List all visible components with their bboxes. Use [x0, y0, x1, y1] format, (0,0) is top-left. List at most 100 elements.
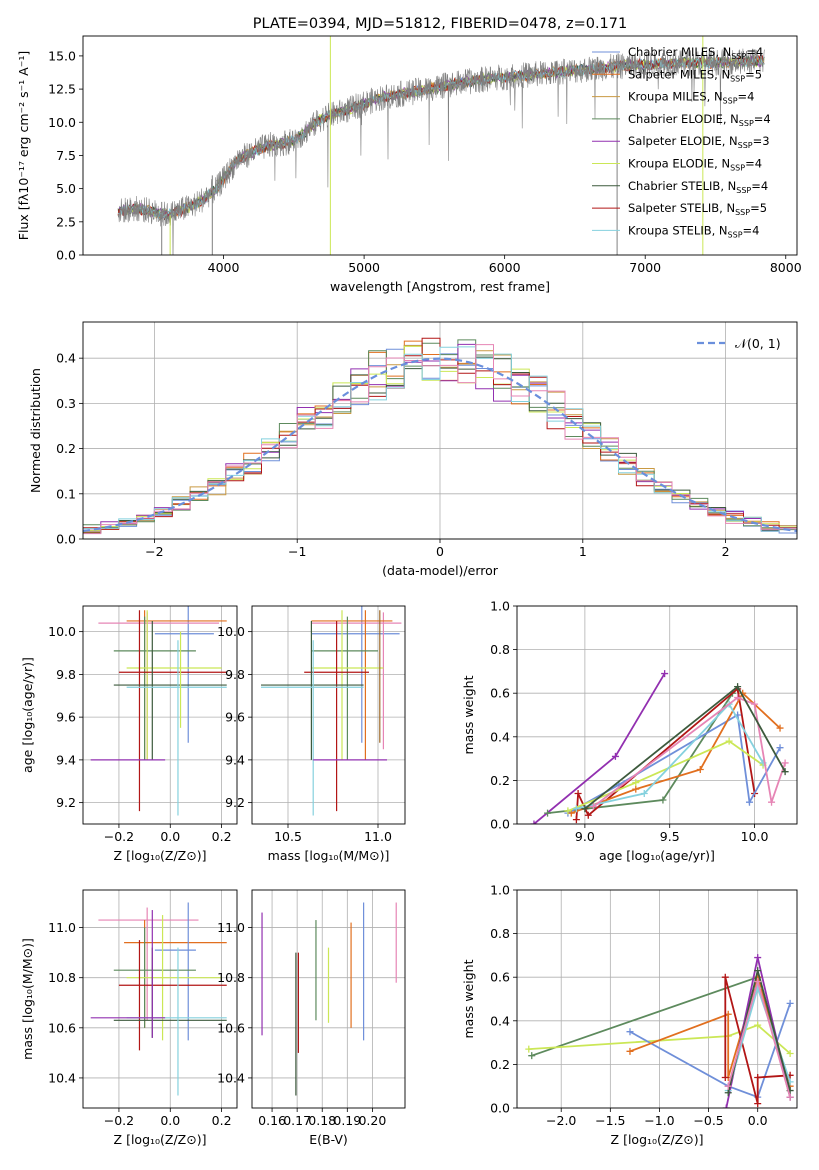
x-tick-label: 0.18: [308, 1113, 336, 1128]
x-tick-label: −1.5: [595, 1113, 625, 1128]
y-tick-label: 0.4: [56, 351, 76, 366]
y-tick-label: 0.1: [56, 486, 76, 501]
y-axis-label: mass [log₁₀(M/M⊙)]: [20, 938, 35, 1060]
y-tick-label: 10.8: [48, 970, 76, 985]
mass-z-plot-area: [90, 902, 227, 1096]
y-tick-label: 0.8: [490, 642, 510, 657]
weight-line-5: [567, 740, 764, 812]
chart-age-z: −0.2 0.0 0.2 9.2 9.4 9.6 9.8 10.0 Z [log₁₀(Z/Z⊙)…: [20, 605, 238, 863]
chart-age-mass: 10.5 11.0 9.2 9.4 9.6 9.8 10.0 mass [log₁₀(M/M⊙…: [217, 605, 406, 863]
chart-mass-z: −0.2 0.0 0.2 10.4 10.6 10.8 11.0 Z [log₁₀(Z/Z⊙)…: [20, 889, 238, 1147]
weight-point-7-3: [768, 798, 776, 806]
y-tick-label: 9.6: [56, 710, 76, 725]
weight-point-4-2: [754, 1100, 762, 1108]
weight-point-1-3: [786, 1050, 794, 1057]
x-tick-label: 10.0: [741, 829, 769, 844]
x-tick-label: 8000: [770, 260, 802, 275]
weight-point-2-1: [574, 789, 582, 797]
weight-point-6-1: [640, 789, 648, 797]
y-tick-label: 10.4: [217, 1070, 245, 1085]
y-axis-label: mass weight: [461, 675, 476, 754]
axes-frame: [516, 605, 798, 825]
y-tick-label: 0.3: [56, 396, 76, 411]
y-tick-label: 0.0: [56, 248, 76, 263]
weight-point-4-1: [721, 973, 729, 981]
weight-point-4-3: [754, 1073, 762, 1081]
x-tick-label: 2: [722, 544, 730, 559]
weight-point-8-0: [724, 1082, 732, 1090]
x-tick-label: 0.16: [258, 1113, 286, 1128]
axes-frame: [82, 605, 238, 825]
weight-point-1-1: [659, 796, 667, 804]
y-tick-label: 9.2: [225, 795, 245, 810]
residuals-plot-area: [83, 337, 797, 535]
y-axis-label: mass weight: [461, 959, 476, 1038]
y-axis-label: Normed distribution: [28, 368, 43, 493]
y-tick-label: 9.2: [56, 795, 76, 810]
weight-point-2-0: [572, 816, 580, 824]
weight-point-5-2: [725, 737, 733, 745]
y-tick-label: 11.0: [217, 920, 245, 935]
spectrum-plot-area: [117, 36, 765, 255]
weight-age-plot-area: [530, 670, 789, 824]
x-tick-label: −2.0: [546, 1113, 576, 1128]
y-axis-label: age [log₁₀(age/yr)]: [20, 657, 35, 773]
legend-entry-2: Kroupa MILES, NSSP=4: [628, 90, 754, 106]
x-tick-label: 11.0: [364, 829, 392, 844]
x-tick-label: 10.5: [274, 829, 302, 844]
weight-point-4-4: [776, 724, 784, 732]
y-tick-label: 5.0: [56, 181, 76, 196]
x-tick-label: 0.2: [212, 1113, 232, 1128]
y-tick-label: 9.8: [56, 667, 76, 682]
weight-point-4-1: [632, 785, 640, 793]
y-tick-label: 10.8: [217, 970, 245, 985]
weight-point-7-0: [724, 1089, 732, 1097]
weight-point-4-0: [721, 1073, 729, 1081]
y-tick-label: 0.2: [56, 441, 76, 456]
y-tick-label: 9.6: [225, 710, 245, 725]
weight-point-3-0: [626, 1047, 634, 1055]
x-axis-label: Z [log₁₀(Z/Z⊙)]: [114, 1132, 207, 1147]
y-tick-label: 12.5: [48, 82, 76, 97]
y-tick-label: 0.6: [490, 970, 510, 985]
chart-weight-age: 9.0 9.5 10.0 0.0 0.2 0.4 0.6 0.8 1.0 age [log₁₀(a…: [461, 599, 798, 863]
x-axis-label: (data-model)/error: [382, 563, 499, 578]
x-tick-label: 0.20: [358, 1113, 386, 1128]
age-mass-plot-area: [261, 606, 402, 816]
weight-point-3-3: [745, 798, 753, 806]
x-axis-label: mass [log₁₀(M/M⊙)]: [268, 848, 390, 863]
mass-ebv-plot-area: [261, 902, 397, 1096]
weight-point-5-0: [722, 1104, 730, 1108]
y-tick-label: 0.0: [490, 817, 510, 832]
y-tick-label: 0.4: [490, 729, 510, 744]
chart-mass-ebv: 0.160.170.180.190.20 10.4 10.6 10.8 11.0 E(B-…: [217, 889, 406, 1147]
weight-point-0-2: [661, 670, 669, 678]
weight-point-0-0: [530, 820, 538, 824]
x-tick-label: 5000: [348, 260, 380, 275]
x-axis-label: wavelength [Angstrom, rest frame]: [330, 279, 550, 294]
x-tick-label: 7000: [629, 260, 661, 275]
legend-entry-6: Chabrier STELIB, NSSP=4: [628, 179, 768, 195]
weight-point-2-2: [584, 811, 592, 819]
x-tick-label: −1.0: [644, 1113, 674, 1128]
y-tick-label: 0.8: [490, 926, 510, 941]
chart-weight-z: −2.0 −1.5 −1.0 −0.5 0.0 0.0 0.2 0.4 0.6 0.8 1.0 Z […: [461, 883, 798, 1147]
weight-point-3-4: [776, 744, 784, 752]
x-axis-label: age [log₁₀(age/yr)]: [599, 848, 715, 863]
y-tick-label: 0.6: [490, 686, 510, 701]
y-tick-label: 0.4: [490, 1013, 510, 1028]
legend-entry-0: Chabrier MILES, NSSP=4: [628, 45, 763, 61]
x-tick-label: −0.2: [104, 1113, 134, 1128]
weight-point-8-2: [781, 768, 789, 776]
x-tick-label: 1: [579, 544, 587, 559]
spectrum-legend: Chabrier MILES, NSSP=4 Salpeter MILES, NS…: [592, 45, 771, 239]
y-tick-label: 10.0: [48, 624, 76, 639]
x-tick-label: −2: [145, 544, 163, 559]
weight-point-1-0: [525, 1045, 533, 1053]
x-tick-label: 0.0: [160, 829, 180, 844]
legend-entry-7: Salpeter STELIB, NSSP=5: [628, 201, 767, 217]
weight-point-5-1: [632, 779, 640, 787]
data-line: [117, 48, 765, 255]
x-tick-label: 4000: [208, 260, 240, 275]
histogram-9: [83, 344, 797, 535]
